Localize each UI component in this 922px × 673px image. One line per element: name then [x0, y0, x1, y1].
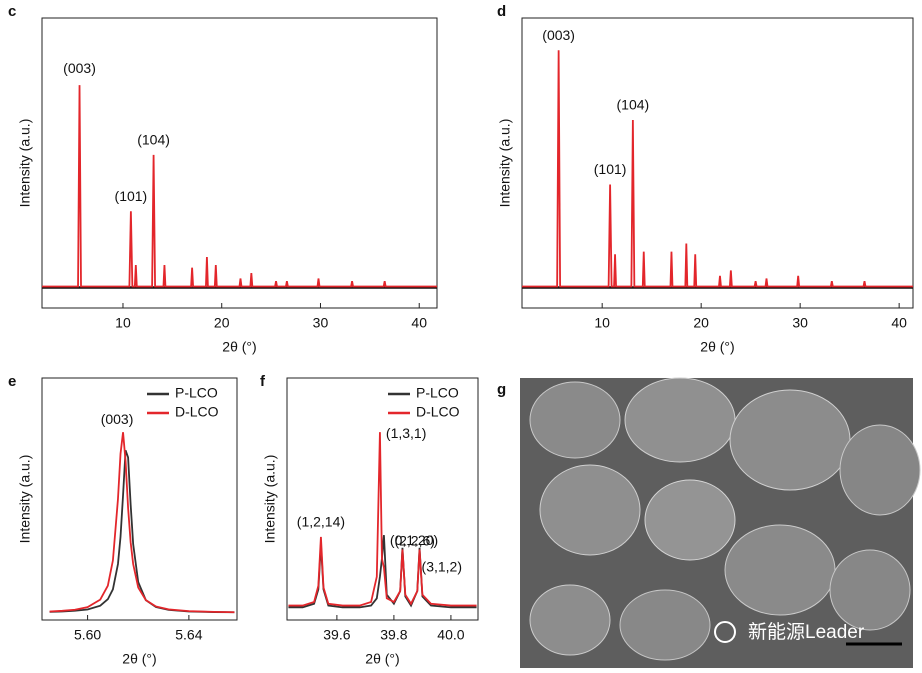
panel-label: c [8, 3, 16, 20]
plot-frame [521, 17, 914, 309]
x-tick-label: 40 [891, 315, 907, 331]
y-axis-label: Intensity (a.u.) [497, 119, 513, 208]
plot-frame [41, 377, 238, 621]
x-tick-label: 20 [693, 315, 709, 331]
y-axis-label: Intensity (a.u.) [17, 455, 33, 544]
x-tick-label: 5.60 [74, 627, 101, 643]
legend-label: D-LCO [416, 404, 460, 420]
panel: c 10 20 30 40 2θ (°) Intensity (a.u.) (003) (101… [8, 3, 438, 355]
annotation: (003) [101, 411, 134, 427]
annotation: (104) [617, 97, 650, 113]
x-tick-label: 39.8 [380, 627, 407, 643]
x-tick-label: 39.6 [323, 627, 350, 643]
particle [839, 424, 921, 516]
legend-label: D-LCO [175, 404, 219, 420]
particle [529, 381, 621, 459]
data-line [522, 50, 913, 288]
annotation: (101) [115, 188, 148, 204]
x-tick-label: 40.0 [437, 627, 464, 643]
panel-label: e [8, 373, 16, 390]
annotation: (101) [594, 161, 627, 177]
x-tick-label: 10 [115, 315, 131, 331]
particle [724, 524, 836, 616]
annotation: (003) [542, 27, 575, 43]
panel: e 5.60 5.64 2θ (°) Intensity (a.u.) (003) P-LC… [8, 373, 238, 667]
x-tick-label: 30 [313, 315, 329, 331]
particle [644, 479, 736, 561]
watermark-icon [714, 621, 736, 643]
x-axis-label: 2θ (°) [365, 651, 399, 667]
y-axis-label: Intensity (a.u.) [17, 119, 33, 208]
legend-label: P-LCO [416, 385, 459, 401]
annotation: (3,1,2) [422, 558, 462, 574]
particle [829, 549, 911, 631]
legend-label: P-LCO [175, 385, 218, 401]
particle [529, 584, 611, 656]
plot-frame [41, 17, 438, 309]
x-axis-label: 2θ (°) [222, 339, 256, 355]
annotation: (1,3,1) [386, 425, 426, 441]
x-tick-label: 30 [792, 315, 808, 331]
x-tick-label: 10 [594, 315, 610, 331]
particle [624, 377, 736, 463]
annotation: (2,2,6) [394, 532, 434, 548]
watermark: 新能源Leader [748, 621, 865, 643]
data-line [42, 85, 437, 288]
x-tick-label: 20 [214, 315, 230, 331]
data-line [49, 449, 235, 614]
x-axis-label: 2θ (°) [700, 339, 734, 355]
annotation: (104) [137, 132, 170, 148]
plot-frame [286, 377, 479, 621]
particle [729, 389, 851, 491]
data-line [288, 432, 477, 607]
panel-label: d [497, 3, 506, 20]
y-axis-label: Intensity (a.u.) [262, 455, 278, 544]
panel-label: f [260, 373, 266, 390]
annotation: (0,1,20) [390, 532, 438, 548]
x-tick-label: 5.64 [175, 627, 202, 643]
panel: d 10 20 30 40 2θ (°) Intensity (a.u.) (003) (101… [497, 3, 914, 355]
annotation: (1,2,14) [297, 514, 345, 530]
particle [619, 589, 711, 661]
particle [539, 464, 641, 556]
x-tick-label: 40 [411, 315, 427, 331]
panel-label: g [497, 381, 506, 398]
sem-image: 新能源Leader [520, 377, 921, 668]
panel: f 39.6 39.8 40.0 2θ (°) Intensity (a.u.) (1,2,… [260, 373, 479, 667]
annotation: (003) [63, 60, 96, 76]
x-axis-label: 2θ (°) [122, 651, 156, 667]
data-line [49, 432, 235, 614]
